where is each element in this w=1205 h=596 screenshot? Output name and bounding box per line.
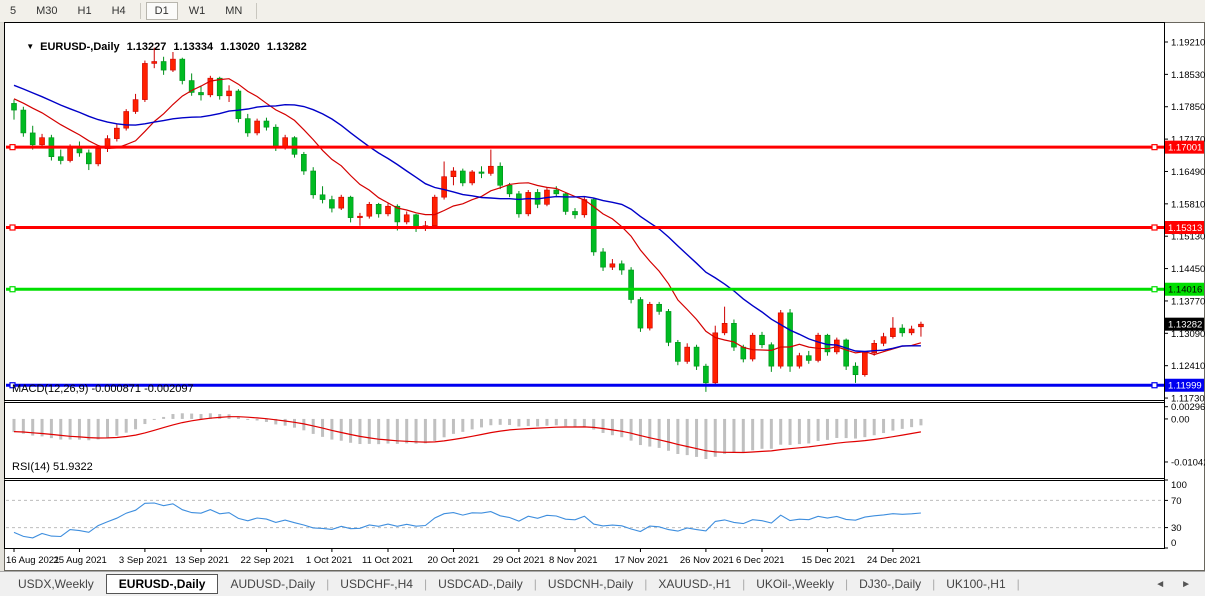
tab-separator: |	[423, 577, 428, 591]
timeframe-button-h1[interactable]: H1	[77, 5, 92, 17]
tab-audusd-daily[interactable]: AUDUSD-,Daily	[230, 577, 316, 591]
macd-indicator-label: MACD(12,26,9) -0.000871 -0.002097	[12, 383, 194, 395]
svg-text:3 Sep 2021: 3 Sep 2021	[119, 555, 168, 566]
svg-text:6 Dec 2021: 6 Dec 2021	[736, 555, 785, 566]
svg-text:1.15313: 1.15313	[1168, 223, 1202, 234]
tab-separator: |	[742, 577, 746, 591]
svg-text:1.13770: 1.13770	[1171, 296, 1205, 307]
ohlc-low: 1.13020	[220, 41, 260, 53]
tab-dj30-daily[interactable]: DJ30-,Daily	[859, 577, 922, 591]
ma-fast-line	[13, 78, 922, 356]
svg-text:1.13282: 1.13282	[1168, 320, 1202, 331]
tab-usdcnh-daily[interactable]: USDCNH-,Daily	[547, 577, 634, 591]
ohlc-close: 1.13282	[266, 41, 307, 53]
ohlc-open: 1.13227	[126, 41, 167, 53]
price-badge: 1.14016	[1165, 282, 1204, 296]
chart-title: ▼ EURUSD-,Daily 1.13227 1.13334 1.13020 1.132…	[14, 29, 307, 65]
svg-text:1.17850: 1.17850	[1171, 102, 1205, 113]
svg-text:25 Aug 2021: 25 Aug 2021	[53, 555, 106, 566]
svg-text:1.16490: 1.16490	[1171, 167, 1205, 178]
macd-histogram	[12, 413, 923, 460]
tab-separator: |	[644, 577, 648, 591]
svg-text:29 Oct 2021: 29 Oct 2021	[493, 555, 545, 566]
tab-usdx-weekly[interactable]: USDX,Weekly	[18, 577, 94, 591]
svg-text:1.11999: 1.11999	[1168, 381, 1202, 392]
tab-eurusd-daily[interactable]: EURUSD-,Daily	[105, 574, 219, 594]
price-badge: 1.17001	[1165, 140, 1204, 154]
svg-text:1.18530: 1.18530	[1171, 70, 1205, 81]
horizontal-level-line[interactable]	[6, 382, 1164, 389]
chart-canvas[interactable]: 1.19210 1.18530 1.17850 1.17170 1.16490 1.158…	[4, 22, 1205, 571]
svg-text:-0.01042: -0.01042	[1171, 457, 1205, 468]
price-badge: 1.13282	[1165, 317, 1204, 331]
svg-text:20 Oct 2021: 20 Oct 2021	[427, 555, 479, 566]
svg-text:16 Aug 2021: 16 Aug 2021	[6, 555, 59, 566]
macd-signal-line	[13, 416, 922, 454]
horizontal-level-line[interactable]	[6, 224, 1164, 231]
svg-text:1.17170: 1.17170	[1171, 135, 1205, 146]
svg-text:70: 70	[1171, 496, 1182, 507]
svg-text:1.13090: 1.13090	[1171, 329, 1205, 340]
price-badge: 1.11999	[1165, 378, 1204, 392]
timeframe-button-5[interactable]: 5	[10, 5, 17, 17]
tab-separator: |	[533, 577, 537, 591]
timeframe-button-mn[interactable]: MN	[225, 5, 243, 17]
svg-text:1.17001: 1.17001	[1168, 143, 1202, 154]
candles-layer	[11, 47, 924, 392]
rsi-line	[13, 502, 921, 539]
svg-text:8 Nov 2021: 8 Nov 2021	[549, 555, 598, 566]
svg-text:1.11730: 1.11730	[1171, 394, 1205, 405]
chart-window[interactable]: 1.19210 1.18530 1.17850 1.17170 1.16490 1.158…	[4, 22, 1205, 571]
tab-usdcad-daily[interactable]: USDCAD-,Daily	[438, 577, 523, 591]
tab-usdchf-h4[interactable]: USDCHF-,H4	[340, 577, 413, 591]
svg-text:13 Sep 2021: 13 Sep 2021	[175, 555, 229, 566]
svg-text:1 Oct 2021: 1 Oct 2021	[306, 555, 352, 566]
pane-borders	[4, 22, 1205, 571]
svg-text:1.15130: 1.15130	[1171, 232, 1205, 243]
price-axis[interactable]: 1.19210 1.18530 1.17850 1.17170 1.16490 1.158…	[1164, 22, 1205, 550]
chart-tabs-bar: USDX,Weekly EURUSD-,Daily AUDUSD-,Daily | US…	[0, 571, 1205, 596]
svg-text:1.12410: 1.12410	[1171, 361, 1205, 372]
toolbar-separator	[256, 3, 258, 19]
timeframe-button-w1[interactable]: W1	[188, 5, 206, 17]
svg-text:15 Dec 2021: 15 Dec 2021	[801, 555, 855, 566]
svg-text:24 Dec 2021: 24 Dec 2021	[867, 555, 921, 566]
timeframe-button-d1[interactable]: D1	[145, 2, 178, 20]
tab-separator: |	[1016, 577, 1020, 591]
tab-separator: |	[844, 577, 849, 591]
svg-text:26 Nov 2021: 26 Nov 2021	[680, 555, 734, 566]
timeframe-button-h4[interactable]: H4	[111, 5, 126, 17]
timeframe-button-m30[interactable]: M30	[36, 5, 58, 17]
tabs-scroll-left-icon[interactable]: ◄	[1155, 578, 1166, 590]
svg-text:0.00: 0.00	[1171, 414, 1190, 425]
toolbar-separator	[139, 3, 141, 19]
horizontal-level-line[interactable]	[6, 144, 1164, 151]
ma-slow-line	[13, 84, 921, 353]
tab-separator: |	[932, 577, 936, 591]
price-badge: 1.15313	[1165, 220, 1204, 234]
timeframe-toolbar: 5 M30 H1 H4 D1 W1 MN	[0, 0, 1205, 23]
svg-text:0.00296: 0.00296	[1171, 402, 1205, 413]
tab-uk100-h1[interactable]: UK100-,H1	[946, 577, 1006, 591]
svg-text:1.14016: 1.14016	[1168, 285, 1202, 296]
tab-separator: |	[326, 577, 330, 591]
tab-xauusd-h1[interactable]: XAUUSD-,H1	[658, 577, 732, 591]
svg-text:30: 30	[1171, 523, 1182, 534]
svg-text:17 Nov 2021: 17 Nov 2021	[614, 555, 668, 566]
svg-text:22 Sep 2021: 22 Sep 2021	[240, 555, 294, 566]
chart-symbol-period: EURUSD-,Daily	[40, 41, 120, 53]
svg-text:0: 0	[1171, 538, 1176, 549]
svg-text:11 Oct 2021: 11 Oct 2021	[362, 555, 413, 566]
svg-text:100: 100	[1171, 480, 1187, 491]
rsi-indicator-label: RSI(14) 51.9322	[12, 461, 93, 473]
collapse-chart-icon[interactable]: ▼	[26, 42, 35, 51]
svg-text:1.15810: 1.15810	[1171, 199, 1205, 210]
horizontal-level-line[interactable]	[6, 286, 1164, 293]
tabs-scroll-right-icon[interactable]: ►	[1181, 578, 1191, 590]
tab-ukoil-weekly[interactable]: UKOil-,Weekly	[756, 577, 834, 591]
svg-text:1.14450: 1.14450	[1171, 264, 1205, 275]
svg-text:1.19210: 1.19210	[1171, 38, 1205, 49]
ohlc-high: 1.13334	[173, 41, 214, 53]
